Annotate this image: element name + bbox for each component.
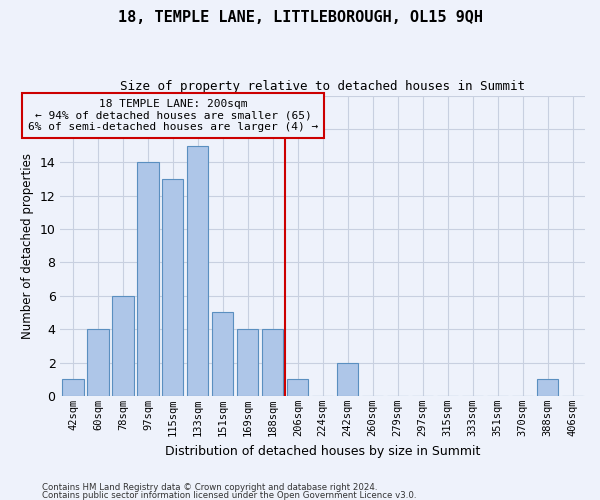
Bar <box>237 329 259 396</box>
Text: 18 TEMPLE LANE: 200sqm
← 94% of detached houses are smaller (65)
6% of semi-deta: 18 TEMPLE LANE: 200sqm ← 94% of detached… <box>28 99 318 132</box>
Text: 18, TEMPLE LANE, LITTLEBOROUGH, OL15 9QH: 18, TEMPLE LANE, LITTLEBOROUGH, OL15 9QH <box>118 10 482 25</box>
Bar <box>187 146 208 396</box>
Text: Contains public sector information licensed under the Open Government Licence v3: Contains public sector information licen… <box>42 491 416 500</box>
Bar <box>262 329 283 396</box>
Bar <box>212 312 233 396</box>
Bar <box>88 329 109 396</box>
Bar <box>137 162 158 396</box>
Bar <box>287 379 308 396</box>
Bar <box>162 179 184 396</box>
Y-axis label: Number of detached properties: Number of detached properties <box>21 152 34 338</box>
Bar <box>62 379 83 396</box>
Bar <box>537 379 558 396</box>
Text: Contains HM Land Registry data © Crown copyright and database right 2024.: Contains HM Land Registry data © Crown c… <box>42 484 377 492</box>
Bar <box>337 362 358 396</box>
Bar <box>112 296 134 396</box>
Title: Size of property relative to detached houses in Summit: Size of property relative to detached ho… <box>120 80 525 93</box>
X-axis label: Distribution of detached houses by size in Summit: Distribution of detached houses by size … <box>165 444 481 458</box>
